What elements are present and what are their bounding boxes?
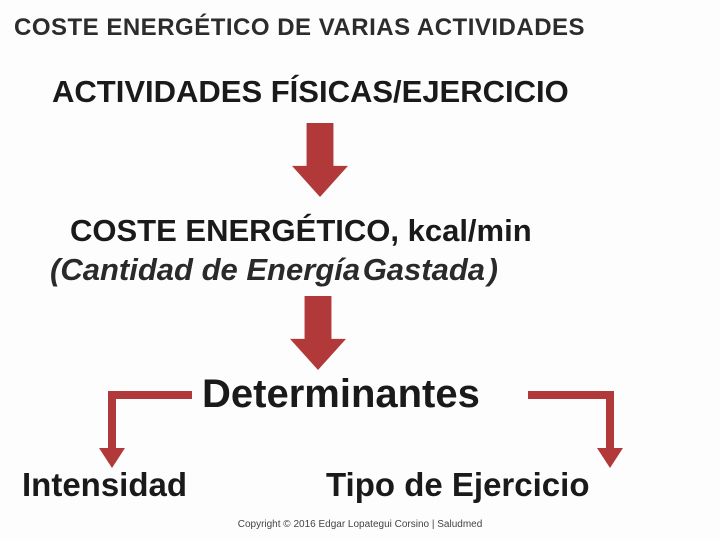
elbow-arrow-right xyxy=(508,385,630,474)
elbow-arrow-left xyxy=(92,385,212,474)
arrow-down-1 xyxy=(292,123,348,197)
subtitle-quantity: (Cantidad de Energía Gastada ) xyxy=(50,252,498,288)
copyright-footer: Copyright © 2016 Edgar Lopategui Corsino… xyxy=(0,519,720,530)
quantity-part3: Gastada xyxy=(363,252,485,287)
exercise-type-part2: de Ejercicio xyxy=(404,466,589,503)
heading-activities: ACTIVIDADES FÍSICAS/EJERCICIO xyxy=(52,74,569,110)
quantity-part4: ) xyxy=(488,252,498,287)
quantity-part1: (Cantidad xyxy=(50,252,193,287)
label-determinants: Determinantes xyxy=(202,372,480,417)
label-intensity: Intensidad xyxy=(22,466,187,504)
label-exercise-type: Tipo de Ejercicio xyxy=(326,466,589,504)
arrow-down-2 xyxy=(290,296,346,370)
quantity-part2: de Energía xyxy=(202,252,361,287)
page-title: COSTE ENERGÉTICO DE VARIAS ACTIVIDADES xyxy=(14,14,706,42)
heading-cost: COSTE ENERGÉTICO, kcal/min xyxy=(70,213,532,249)
exercise-type-part1: Tipo xyxy=(326,466,395,503)
